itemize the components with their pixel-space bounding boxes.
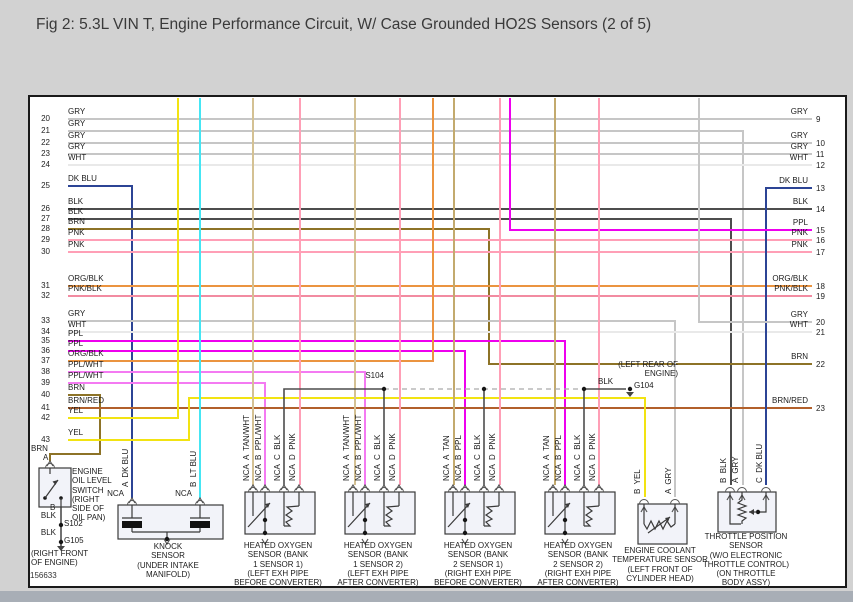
bottom-bar xyxy=(0,591,853,602)
junction-dot xyxy=(581,386,587,392)
connector-socket-icon xyxy=(725,487,735,493)
connector-socket-icon xyxy=(127,500,137,506)
junction-dot xyxy=(362,530,368,536)
wire-circuit-37-orgblk-up xyxy=(68,98,434,362)
wiring-diagram-svg xyxy=(38,98,812,551)
junction-dot xyxy=(58,522,64,528)
connector-socket-icon xyxy=(494,487,504,493)
wire-circuit-35-ppl-to-b2s2-b xyxy=(68,340,566,485)
component-box xyxy=(244,491,316,535)
wire-circuit-21-gry-to-tp-a xyxy=(68,130,744,485)
connector-icon xyxy=(163,538,171,546)
resistor-arrow-icon xyxy=(265,503,270,508)
connector-socket-icon xyxy=(737,487,747,493)
component-box xyxy=(38,467,72,508)
junction-dot xyxy=(362,517,368,523)
junction-dot xyxy=(562,517,568,523)
wiring-diagram-panel xyxy=(28,95,847,588)
connector-socket-icon xyxy=(460,487,470,493)
junction-dot xyxy=(755,509,761,515)
potentiometer xyxy=(736,492,748,524)
capacitor-icon xyxy=(190,521,210,528)
connector-socket-icon xyxy=(195,500,205,506)
ground-icon xyxy=(626,392,634,397)
connector-socket-icon xyxy=(394,487,404,493)
var-resistor xyxy=(447,502,471,528)
footer-diagram-id: 156633 xyxy=(30,571,57,580)
component-box xyxy=(444,491,516,535)
ground-icon xyxy=(57,546,65,551)
var-resistor xyxy=(247,502,271,528)
connector-socket-icon xyxy=(360,487,370,493)
connector-socket-icon xyxy=(348,487,358,493)
junction-dot xyxy=(462,530,468,536)
wire-circuit-43-yel-to-ect-b xyxy=(68,397,646,497)
heater-coil xyxy=(384,505,400,527)
heater-coil xyxy=(584,505,600,527)
resistor-arrow-icon xyxy=(665,517,670,522)
wire-circuit-25-dkblu-to-knock-a xyxy=(68,185,133,498)
connector-socket-icon xyxy=(594,487,604,493)
thermistor xyxy=(643,519,676,531)
wire-circuit-40-brn-to-oil-a xyxy=(49,394,101,461)
component-box xyxy=(344,491,416,535)
wire-circuit-r20-gry-from-top xyxy=(698,98,812,323)
junction-dot xyxy=(462,517,468,523)
wire-b1s1-c-blk-to-s104 xyxy=(283,388,384,485)
connector-socket-icon xyxy=(260,487,270,493)
junction-dot xyxy=(262,530,268,536)
connector-socket-icon xyxy=(448,487,458,493)
resistor-arrow-icon xyxy=(565,503,570,508)
connector-socket-icon xyxy=(248,487,258,493)
wire-circuit-33-gry-to-ect-a xyxy=(68,320,676,497)
junction-dot xyxy=(562,530,568,536)
junction-dot xyxy=(164,536,170,542)
connector-icon xyxy=(261,538,269,546)
connector-icon xyxy=(561,538,569,546)
connector-socket-icon xyxy=(279,487,289,493)
wire-circuit-39-pplwht-to-b1s1-b xyxy=(68,382,266,485)
connector-icon xyxy=(461,538,469,546)
component-box xyxy=(544,491,616,535)
junction-dot xyxy=(381,386,387,392)
junction-dot xyxy=(58,539,64,545)
wire-circuit-15-ppl-from-top xyxy=(509,98,812,231)
resistor-arrow-icon xyxy=(465,503,470,508)
junction-dot xyxy=(262,517,268,523)
wire-circuit-42-yel-up xyxy=(68,98,179,419)
connector-socket-icon xyxy=(639,499,649,505)
figure-title: Fig 2: 5.3L VIN T, Engine Performance Ci… xyxy=(36,16,652,33)
wire-circuit-13-dkblu-tp-c xyxy=(765,187,812,485)
junction-dot xyxy=(627,386,633,392)
wire-circuit-38-pplwht-to-b1s2-b xyxy=(68,371,366,485)
connector-socket-icon xyxy=(548,487,558,493)
wire xyxy=(759,492,767,513)
connector-socket-icon xyxy=(45,463,55,469)
heater-coil xyxy=(484,505,500,527)
heater-coil xyxy=(284,505,300,527)
var-resistor xyxy=(547,502,571,528)
wire-circuit-27-blk-to-tp-b xyxy=(68,218,732,485)
switch-arrow-icon xyxy=(52,480,58,485)
resistor-arrow-icon xyxy=(365,503,370,508)
connector-socket-icon xyxy=(670,499,680,505)
connector-icon xyxy=(361,538,369,546)
capacitor-icon xyxy=(122,521,142,528)
var-resistor xyxy=(347,502,371,528)
connector-socket-icon xyxy=(479,487,489,493)
connector-socket-icon xyxy=(761,487,771,493)
junction-dot xyxy=(481,386,487,392)
connector-socket-icon xyxy=(579,487,589,493)
wire xyxy=(729,492,741,525)
connector-socket-icon xyxy=(294,487,304,493)
connector-socket-icon xyxy=(560,487,570,493)
wiper-arrow-icon xyxy=(749,509,754,515)
connector-socket-icon xyxy=(379,487,389,493)
